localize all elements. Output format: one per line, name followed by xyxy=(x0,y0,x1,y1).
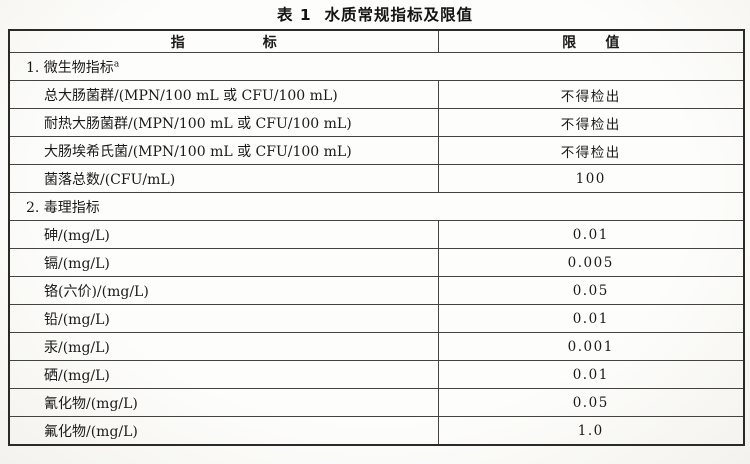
limit-cell: 0.05 xyxy=(437,388,745,417)
limit-cell: 0.005 xyxy=(437,248,745,277)
table-row: 氰化物/(mg/L) 0.05 xyxy=(8,388,745,417)
water-quality-limits-table: 指 标 限 值 1. 微生物指标a 总大肠菌群/(MPN/100 mL 或 CFU… xyxy=(8,29,745,446)
limit-cell: 100 xyxy=(437,164,745,193)
indicator-cell: 铅/(mg/L) xyxy=(8,304,439,333)
table-row: 菌落总数/(CFU/mL) 100 xyxy=(8,164,745,193)
table-title: 表 1 水质常规指标及限值 xyxy=(277,6,473,24)
table-row: 镉/(mg/L) 0.005 xyxy=(8,248,745,277)
limit-column-header: 限 值 xyxy=(437,29,745,53)
table-row: 铅/(mg/L) 0.01 xyxy=(8,304,745,333)
indicator-cell: 菌落总数/(CFU/mL) xyxy=(8,164,439,193)
table-row: 大肠埃希氏菌/(MPN/100 mL 或 CFU/100 mL) 不得检出 xyxy=(8,136,745,165)
limit-cell: 0.05 xyxy=(437,276,745,305)
indicator-cell: 氰化物/(mg/L) xyxy=(8,388,439,417)
table-row: 硒/(mg/L) 0.01 xyxy=(8,360,745,389)
indicator-cell: 镉/(mg/L) xyxy=(8,248,439,277)
indicator-cell: 氟化物/(mg/L) xyxy=(8,416,439,446)
limit-cell: 0.01 xyxy=(437,304,745,333)
table-row: 汞/(mg/L) 0.001 xyxy=(8,332,745,361)
section-row: 2. 毒理指标 xyxy=(8,192,745,221)
indicator-cell: 大肠埃希氏菌/(MPN/100 mL 或 CFU/100 mL) xyxy=(8,136,439,165)
limit-cell: 0.01 xyxy=(437,220,745,249)
indicator-column-header: 指 标 xyxy=(8,29,439,53)
section-row: 1. 微生物指标a xyxy=(8,52,745,81)
indicator-cell: 铬(六价)/(mg/L) xyxy=(8,276,439,305)
limit-cell: 不得检出 xyxy=(437,108,745,137)
indicator-cell: 总大肠菌群/(MPN/100 mL 或 CFU/100 mL) xyxy=(8,80,439,109)
limit-cell: 不得检出 xyxy=(437,136,745,165)
limit-cell: 0.001 xyxy=(437,332,745,361)
indicator-cell: 砷/(mg/L) xyxy=(8,220,439,249)
indicator-cell: 汞/(mg/L) xyxy=(8,332,439,361)
footnote-marker: a xyxy=(113,58,120,69)
header-row: 指 标 限 值 xyxy=(8,29,745,53)
table-row: 铬(六价)/(mg/L) 0.05 xyxy=(8,276,745,305)
limit-cell: 0.01 xyxy=(437,360,745,389)
table-row: 氟化物/(mg/L) 1.0 xyxy=(8,416,745,446)
limit-cell: 不得检出 xyxy=(437,80,745,109)
section-label: 2. 毒理指标 xyxy=(8,192,745,221)
indicator-cell: 耐热大肠菌群/(MPN/100 mL 或 CFU/100 mL) xyxy=(8,108,439,137)
limit-cell: 1.0 xyxy=(437,416,745,446)
indicator-cell: 硒/(mg/L) xyxy=(8,360,439,389)
table-row: 耐热大肠菌群/(MPN/100 mL 或 CFU/100 mL) 不得检出 xyxy=(8,108,745,137)
table-body: 1. 微生物指标a 总大肠菌群/(MPN/100 mL 或 CFU/100 mL)… xyxy=(8,52,745,446)
section-label: 1. 微生物指标a xyxy=(8,52,745,81)
table-row: 总大肠菌群/(MPN/100 mL 或 CFU/100 mL) 不得检出 xyxy=(8,80,745,109)
table-row: 砷/(mg/L) 0.01 xyxy=(8,220,745,249)
